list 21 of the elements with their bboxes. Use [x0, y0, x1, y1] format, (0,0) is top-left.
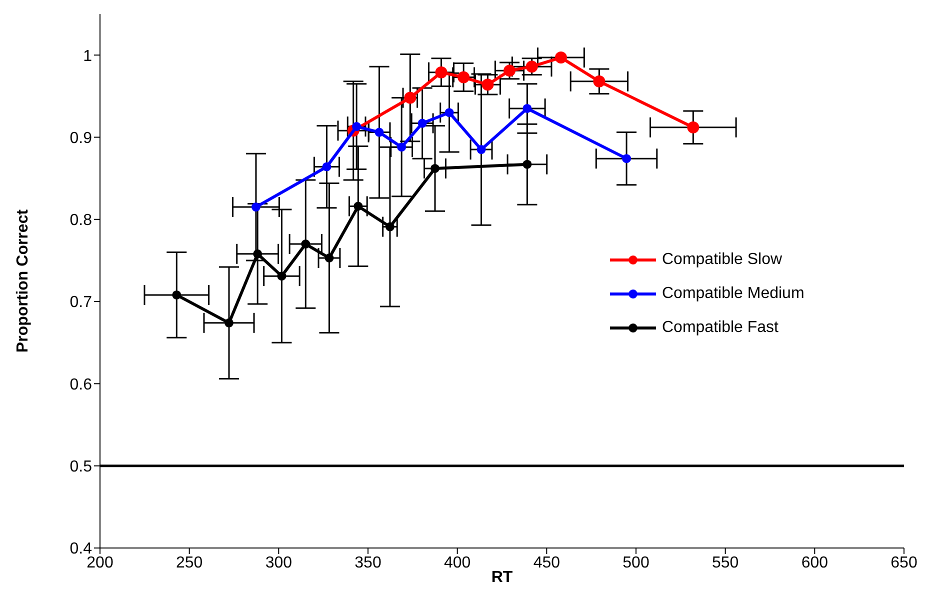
x-axis-title: RT	[491, 569, 513, 586]
x-tick-label: 450	[533, 554, 560, 572]
y-tick-label: 0.8	[70, 212, 92, 230]
x-tick-label: 500	[622, 554, 650, 572]
x-tick-label: 600	[801, 554, 828, 572]
legend-label: Compatible Slow	[662, 250, 782, 270]
x-tick-label: 550	[712, 554, 739, 572]
x-tick-label: 200	[86, 554, 114, 572]
y-tick-label: 0.9	[70, 130, 92, 147]
legend-label: Compatible Medium	[662, 284, 804, 304]
y-axis-title: Proportion Correct	[14, 208, 32, 353]
x-tick-label: 400	[444, 554, 471, 572]
y-tick-label: 1	[83, 48, 92, 65]
x-tick-label: 650	[890, 554, 918, 572]
y-tick-label: 0.7	[70, 294, 92, 312]
x-tick-label: 350	[354, 554, 382, 572]
y-tick-label: 0.5	[70, 458, 92, 476]
legend-label: Compatible Fast	[662, 318, 778, 338]
x-tick-label: 300	[265, 554, 292, 572]
x-tick-label: 250	[176, 554, 203, 572]
y-tick-label: 0.6	[70, 376, 92, 394]
